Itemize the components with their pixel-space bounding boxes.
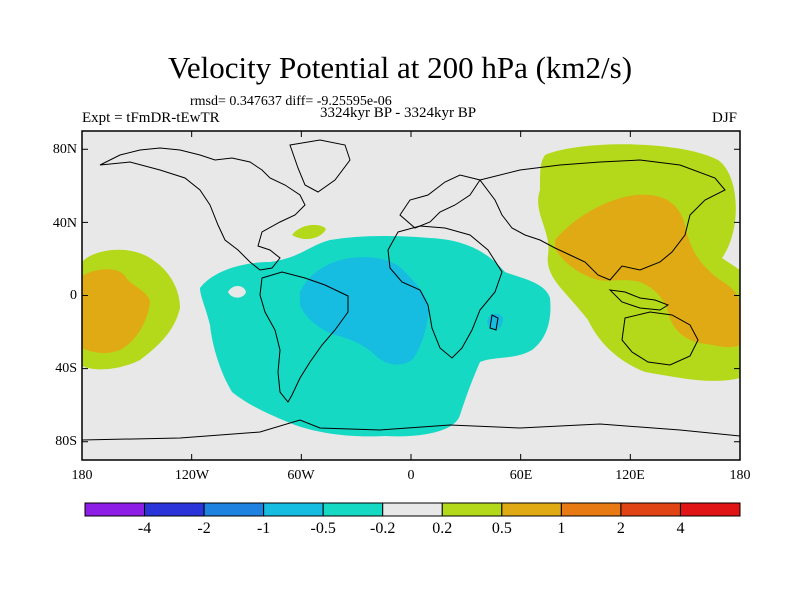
colorbar-segment bbox=[322, 502, 384, 517]
lat-label-40n: 40N bbox=[52, 216, 77, 231]
colorbar-segment bbox=[144, 502, 205, 517]
lon-label-0: 0 bbox=[407, 468, 415, 483]
coastline-south-america bbox=[259, 271, 349, 403]
colorbar-label: -2 bbox=[197, 520, 211, 537]
colorbar-segment bbox=[84, 502, 146, 517]
colorbar-label: 1 bbox=[557, 520, 566, 537]
colorbar-segment bbox=[382, 502, 443, 517]
lon-label-180w: 180 bbox=[71, 468, 93, 483]
colorbar-segment bbox=[679, 502, 741, 517]
colorbar-label: -0.5 bbox=[310, 520, 336, 537]
colorbar bbox=[84, 502, 741, 517]
lon-label-60e: 60E bbox=[509, 468, 533, 483]
experiment-label: Expt = tFmDR-tEwTR bbox=[82, 110, 220, 126]
coastline-asia bbox=[479, 159, 726, 281]
lon-label-120e: 120E bbox=[615, 468, 645, 483]
colorbar-segment bbox=[203, 502, 265, 517]
map-panel bbox=[82, 131, 740, 460]
coastline-greenland bbox=[289, 139, 351, 193]
coastlines bbox=[82, 139, 740, 441]
coastline-maritime-continent bbox=[608, 289, 670, 311]
map-title: Velocity Potential at 200 hPa (km2/s) bbox=[167, 50, 633, 85]
coastline-antarctica bbox=[82, 419, 740, 441]
colorbar-label: 0.2 bbox=[432, 520, 453, 537]
season-label: DJF bbox=[712, 110, 738, 126]
lon-label-60w: 60W bbox=[287, 468, 315, 483]
coastline-africa bbox=[387, 225, 503, 359]
lat-label-80n: 80N bbox=[52, 142, 77, 157]
colorbar-label: 2 bbox=[616, 520, 625, 537]
coastline-australia bbox=[621, 311, 699, 366]
contour-gap-southeast-pacific bbox=[228, 286, 246, 298]
contour-pos-weak-atlantic-north bbox=[292, 224, 326, 240]
lon-label-120w: 120W bbox=[174, 468, 210, 483]
colorbar-label: 4 bbox=[676, 520, 685, 537]
coastline-north-america bbox=[99, 147, 306, 271]
lat-label-0: 0 bbox=[70, 288, 77, 303]
period-label: 3324kyr BP - 3324kyr BP bbox=[320, 105, 477, 121]
stats-text: rmsd= 0.347637 diff= -9.25595e-06 bbox=[190, 94, 392, 109]
colorbar-label: 0.5 bbox=[491, 520, 512, 537]
contour-neg-mid-south-atlantic bbox=[300, 257, 429, 365]
colorbar-segment bbox=[620, 502, 681, 517]
lat-label-40s: 40S bbox=[55, 361, 77, 376]
lat-label-80s: 80S bbox=[55, 434, 77, 449]
colorbar-label: -0.2 bbox=[370, 520, 396, 537]
contour-pos-mid-asia-pacific bbox=[555, 194, 740, 348]
colorbar-segment bbox=[501, 502, 562, 517]
axis-ticks bbox=[81, 131, 741, 460]
colorbar-segment bbox=[441, 502, 503, 517]
colorbar-segment bbox=[560, 502, 622, 517]
colorbar-label: -4 bbox=[137, 520, 152, 537]
colorbar-segment bbox=[263, 502, 324, 517]
colorbar-label: -1 bbox=[256, 520, 271, 537]
coastline-europe bbox=[399, 174, 481, 229]
contour-pos-mid-pacific-west bbox=[82, 269, 150, 354]
coastline-madagascar bbox=[489, 314, 499, 331]
lon-label-180e: 180 bbox=[729, 468, 751, 483]
